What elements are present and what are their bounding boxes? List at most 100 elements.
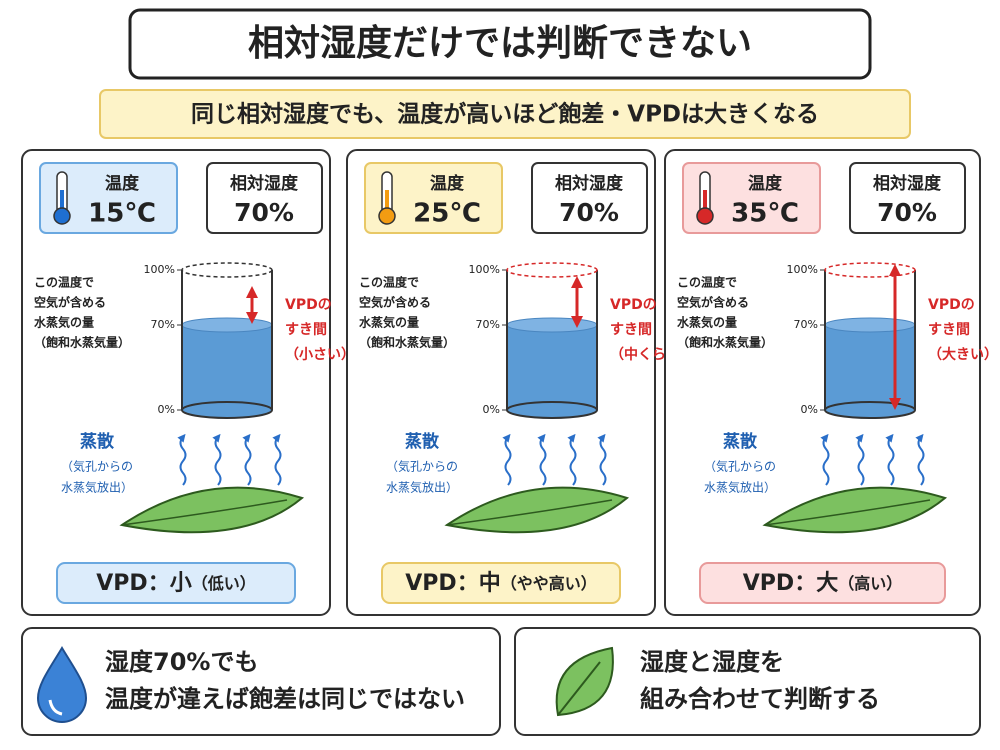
evap-note: （気孔からの xyxy=(704,459,776,474)
rh-box xyxy=(849,162,966,234)
thermometer-bulb xyxy=(53,207,71,225)
result-note: （低い） xyxy=(192,574,256,593)
vapor-arrow xyxy=(272,433,282,486)
water xyxy=(825,325,915,410)
evap-note: （気孔からの xyxy=(386,459,458,474)
temp-value: 15℃ xyxy=(88,199,156,229)
leaf xyxy=(119,486,305,534)
result-box xyxy=(56,562,296,604)
water-surface xyxy=(181,317,273,333)
vapor-arrow xyxy=(855,433,865,486)
temp-box xyxy=(39,162,178,234)
vapor-arrow xyxy=(885,433,895,486)
temp-value: 35℃ xyxy=(731,199,799,229)
water-surface xyxy=(824,317,916,333)
evap-note: （気孔からの xyxy=(61,459,133,474)
gap-label: VPDの xyxy=(928,297,975,313)
cylinder-note: 空気が含める xyxy=(677,295,749,310)
cylinder-note: 空気が含める xyxy=(359,295,431,310)
temp-label: 温度 xyxy=(105,173,140,194)
temp-label: 温度 xyxy=(430,173,465,194)
temp-value: 25℃ xyxy=(413,199,481,229)
cylinder-top xyxy=(181,262,273,278)
thermometer-bulb xyxy=(696,207,714,225)
cylinder-top xyxy=(824,262,916,278)
rh-box xyxy=(206,162,323,234)
thermometer-fill xyxy=(385,190,389,214)
title-box xyxy=(128,8,872,80)
subtitle: 同じ相対湿度でも、温度が高いほど飽差・VPDは大きくなる xyxy=(191,101,819,128)
cylinder-note: （飽和水蒸気量） xyxy=(677,335,773,350)
result: VPD：大（高い） xyxy=(743,571,902,596)
vapor-arrow xyxy=(537,433,547,486)
vapor-arrow xyxy=(597,433,607,486)
cylinder-note: 水蒸気の量 xyxy=(34,315,94,330)
vapor-arrow xyxy=(242,433,252,486)
temp-box xyxy=(364,162,503,234)
gap-label: すき間 xyxy=(285,322,327,338)
evap-note: 水蒸気放出） xyxy=(704,480,776,495)
gap-label: （大きい） xyxy=(928,346,998,363)
cylinder-note: 空気が含める xyxy=(34,295,106,310)
water xyxy=(182,325,272,410)
cylinder-bottom xyxy=(824,401,916,419)
level-label: 100% xyxy=(469,263,500,276)
vapor-arrow xyxy=(915,433,925,486)
level-label: 100% xyxy=(787,263,818,276)
rh-label: 相対湿度 xyxy=(873,173,942,194)
rh-value: 70% xyxy=(234,198,294,227)
footer-box xyxy=(21,627,501,736)
result-note: （高い） xyxy=(838,574,902,593)
result-note: （やや高い） xyxy=(501,574,597,593)
level-label: 0% xyxy=(483,403,500,416)
cylinder-note: この温度で xyxy=(359,275,419,290)
cylinder-note: （飽和水蒸気量） xyxy=(359,335,455,350)
gap-label: すき間 xyxy=(928,322,970,338)
level-label: 100% xyxy=(144,263,175,276)
cylinder-note: この温度で xyxy=(677,275,737,290)
rh-box xyxy=(531,162,648,234)
leaf-vein xyxy=(764,499,931,526)
result: VPD：中（やや高い） xyxy=(405,571,596,596)
result-value: VPD：中 xyxy=(405,571,500,596)
level-label: 70% xyxy=(476,318,500,331)
footer-text: 湿度と湿度を xyxy=(640,648,784,676)
evap-label: 蒸散 xyxy=(80,431,115,452)
gap-label: VPDの xyxy=(610,297,657,313)
result-value: VPD：小 xyxy=(96,571,191,596)
water xyxy=(507,325,597,410)
result-box xyxy=(699,562,946,604)
footer-text: 組み合わせて判断する xyxy=(640,685,880,713)
cylinder-note: 水蒸気の量 xyxy=(359,315,419,330)
level-label: 0% xyxy=(801,403,818,416)
title: 相対湿度だけでは判断できない xyxy=(248,23,752,64)
drop-highlight xyxy=(48,699,63,716)
level-label: 0% xyxy=(158,403,175,416)
level-label: 70% xyxy=(151,318,175,331)
result: VPD：小（低い） xyxy=(96,571,255,596)
footer-box xyxy=(514,627,981,736)
evap-note: 水蒸気放出） xyxy=(61,480,133,495)
footer-text: 湿度70%でも xyxy=(105,648,258,676)
cylinder-note: この温度で xyxy=(34,275,94,290)
cylinder-bottom xyxy=(181,401,273,419)
cylinder-top xyxy=(506,262,598,278)
temp-box xyxy=(682,162,821,234)
cylinder-note: 水蒸気の量 xyxy=(677,315,737,330)
leaf-vein xyxy=(121,499,288,526)
footer-text: 温度が違えば飽差は同じではない xyxy=(105,685,465,713)
result-value: VPD：大 xyxy=(743,571,838,596)
water-surface xyxy=(506,317,598,333)
vapor-arrow xyxy=(502,433,512,486)
evap-label: 蒸散 xyxy=(405,431,440,452)
vapor-arrow xyxy=(212,433,222,486)
subtitle-box xyxy=(99,89,911,139)
vapor-arrow xyxy=(820,433,830,486)
result-box xyxy=(381,562,621,604)
thermometer-bulb xyxy=(378,207,396,225)
rh-value: 70% xyxy=(559,198,619,227)
vapor-arrow xyxy=(177,433,187,486)
leaf-vein xyxy=(446,499,613,526)
evap-label: 蒸散 xyxy=(723,431,758,452)
